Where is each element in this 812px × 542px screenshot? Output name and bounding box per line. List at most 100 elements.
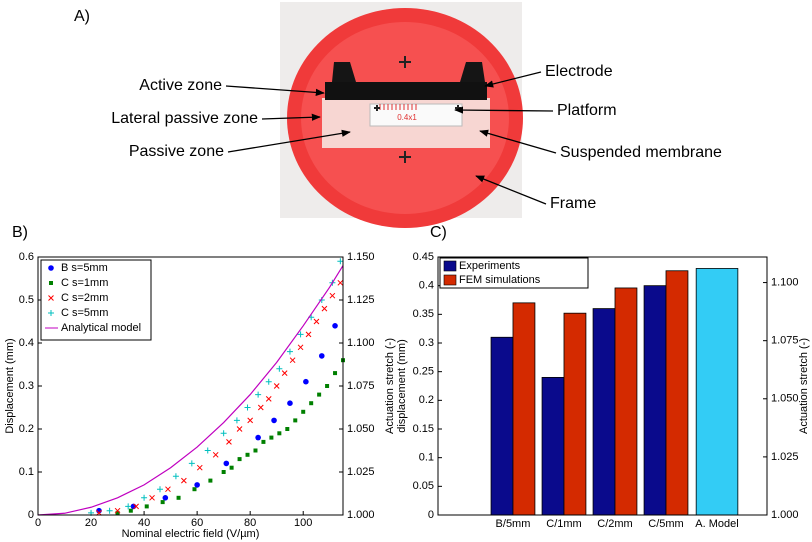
data-point: [337, 258, 344, 265]
data-point: [305, 331, 312, 338]
y2-tick-label: 1.150: [347, 251, 375, 263]
data-point: [329, 292, 336, 299]
data-point: [271, 417, 277, 424]
y-tick-label: 0.25: [413, 366, 434, 378]
data-point: [236, 426, 243, 432]
data-point: [106, 507, 113, 514]
data-point: [253, 448, 258, 453]
y-tick-label: 0.1: [19, 466, 34, 478]
y-tick-label: 0.3: [419, 337, 434, 349]
y-tick-label: 0.6: [19, 251, 34, 263]
x-tick-label: 60: [191, 517, 203, 529]
bar: [643, 285, 667, 516]
legend-label: FEM simulations: [459, 274, 541, 286]
legend-label: C s=2mm: [61, 292, 108, 304]
y2-tick-label: 1.000: [771, 509, 799, 521]
y2-tick-label: 1.050: [347, 423, 375, 435]
y-tick-label: 0.4: [19, 337, 34, 349]
annotation: Suspended membrane: [560, 144, 722, 161]
data-point: [303, 378, 309, 385]
y-tick-label: 0.4: [419, 280, 434, 292]
bar: [665, 270, 689, 516]
x-tick-label: C/5mm: [648, 518, 683, 530]
x-tick-label: 20: [85, 517, 97, 529]
data-point: [172, 473, 179, 480]
data-point: [157, 486, 163, 493]
data-point: [160, 500, 165, 505]
bar: [563, 312, 587, 516]
data-point: [237, 457, 242, 462]
y2-tick-label: 1.000: [347, 509, 375, 521]
data-point: [281, 370, 288, 376]
data-point: [194, 482, 200, 488]
panel-label: A): [74, 8, 90, 25]
data-point: [181, 477, 187, 484]
y-tick-label: 0.5: [19, 294, 34, 306]
model-line: [37, 265, 344, 516]
annotation: Active zone: [139, 77, 222, 94]
y2-axis-label: Actuation stretch (-): [384, 338, 396, 434]
data-point: [192, 487, 197, 492]
data-point: [313, 318, 320, 325]
x-axis-label: Nominal electric field (V/µm): [122, 528, 260, 540]
legend-box: [439, 257, 589, 289]
data-point: [229, 465, 234, 470]
x-tick-label: B/5mm: [496, 518, 531, 530]
data-point: [114, 507, 121, 514]
legend-label: B s=5mm: [61, 262, 108, 274]
data-point: [144, 504, 149, 509]
bar: [592, 308, 616, 516]
data-point: [261, 439, 266, 444]
data-point: [332, 323, 338, 329]
data-point: [325, 384, 330, 388]
data-point: [162, 495, 169, 501]
y2-tick-label: 1.125: [347, 294, 375, 306]
legend-swatch: [48, 265, 54, 271]
data-point: [285, 427, 290, 431]
data-point: [287, 400, 293, 407]
y2-tick-label: 1.100: [347, 337, 375, 349]
y-axis-label: Displacement (mm): [4, 338, 16, 433]
y-tick-label: 0.2: [419, 394, 434, 406]
data-point: [115, 510, 120, 515]
data-point: [289, 357, 296, 364]
y2-tick-label: 1.025: [347, 466, 375, 478]
data-point: [247, 417, 254, 424]
data-point: [265, 396, 272, 402]
annotation: Lateral passive zone: [111, 110, 258, 127]
y2-tick-label: 1.100: [771, 276, 799, 288]
annotations: [225, 71, 557, 205]
legend-swatch: [443, 260, 457, 272]
annotation: Passive zone: [129, 143, 224, 160]
data-point: [276, 365, 283, 372]
data-point: [208, 478, 213, 483]
panel-label: B): [12, 224, 28, 241]
y2-tick-label: 1.050: [771, 393, 799, 405]
data-point: [297, 331, 304, 338]
x-tick-label: C/2mm: [597, 518, 632, 530]
legend-label: C s=5mm: [61, 307, 108, 319]
data-point: [265, 378, 272, 385]
data-point: [149, 494, 155, 501]
bar: [490, 336, 514, 516]
data-point: [233, 417, 240, 424]
x-tick-label: 100: [294, 517, 312, 529]
y2-tick-label: 1.075: [347, 380, 375, 392]
data-point: [286, 348, 293, 355]
data-point: [293, 418, 298, 423]
y-axis-label: displacement (mm): [396, 339, 408, 433]
legend-swatch: [443, 274, 457, 286]
data-point: [244, 404, 251, 411]
data-point: [277, 431, 282, 436]
legend-swatch: [48, 295, 54, 301]
legend-swatch: [49, 281, 53, 285]
legend-swatch: [48, 310, 54, 316]
annotation: Platform: [557, 102, 617, 119]
y-tick-label: 0: [428, 509, 434, 521]
data-point: [269, 435, 274, 440]
data-point: [255, 391, 262, 398]
data-point: [333, 371, 338, 376]
data-point: [212, 451, 219, 458]
legend-label: Experiments: [459, 260, 521, 272]
